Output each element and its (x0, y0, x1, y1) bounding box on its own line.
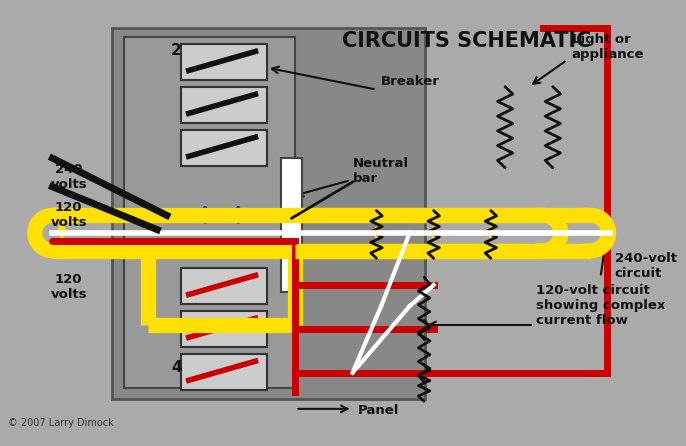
Text: 120
volts: 120 volts (50, 201, 87, 229)
Text: Neutral
bar: Neutral bar (353, 157, 409, 185)
Text: Breaker: Breaker (381, 75, 440, 88)
Bar (181, 130, 267, 166)
Text: 4: 4 (171, 360, 182, 376)
Bar (113, 28, 425, 399)
Text: Light or
appliance: Light or appliance (572, 33, 644, 61)
Bar (181, 311, 267, 347)
Text: 120
volts: 120 volts (50, 273, 87, 301)
Bar (181, 87, 267, 123)
Text: 2: 2 (171, 43, 182, 58)
Bar (124, 37, 296, 388)
Bar (281, 158, 302, 292)
Bar (181, 268, 267, 304)
Text: 240-volt
circuit: 240-volt circuit (615, 252, 677, 280)
Text: Panel: Panel (357, 404, 399, 417)
Text: CIRCUITS SCHEMATIC: CIRCUITS SCHEMATIC (342, 31, 592, 51)
Text: 120-volt circuit
showing complex
current flow: 120-volt circuit showing complex current… (536, 285, 665, 327)
Text: 240
volts: 240 volts (50, 163, 87, 191)
Bar (181, 44, 267, 80)
Text: © 2007 Larry Dimock: © 2007 Larry Dimock (8, 418, 113, 428)
Bar (181, 354, 267, 390)
